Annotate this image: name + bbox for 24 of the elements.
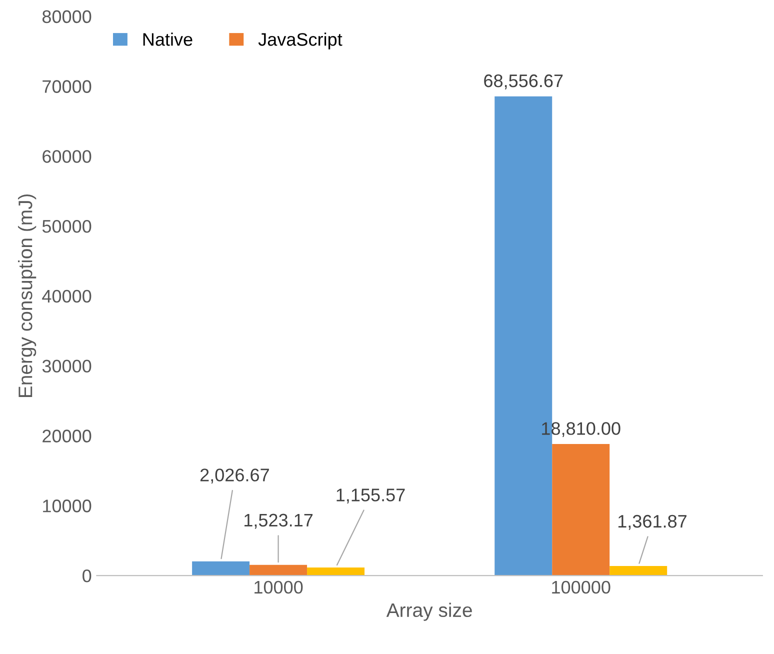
bar <box>192 561 250 576</box>
y-tick-label: 60000 <box>42 150 92 163</box>
data-label: 68,556.67 <box>484 74 563 90</box>
y-tick-label: 20000 <box>42 430 92 442</box>
data-label: 2,026.67 <box>200 468 269 484</box>
bar <box>610 566 668 576</box>
y-axis-title: Energy consuption (mJ) <box>18 194 36 397</box>
data-label: 1,155.57 <box>336 488 405 504</box>
legend-label: Native <box>143 32 192 46</box>
y-tick-label: 80000 <box>42 10 92 24</box>
y-tick-label: 70000 <box>42 80 92 93</box>
data-label: 1,523.17 <box>244 514 313 529</box>
legend-label: JavaScript <box>258 32 342 50</box>
x-axis-title: Array size <box>386 602 472 621</box>
data-label: 1,361.87 <box>618 514 686 530</box>
y-tick-label: 0 <box>82 569 92 582</box>
y-tick-label: 40000 <box>42 290 92 303</box>
y-tick-label: 50000 <box>42 220 92 233</box>
bar <box>307 567 365 576</box>
y-tick-label: 10000 <box>43 500 92 512</box>
y-tick-label: 30000 <box>42 360 92 373</box>
bar <box>552 444 610 576</box>
bar <box>250 564 308 576</box>
x-tick-label: 100000 <box>552 580 610 594</box>
